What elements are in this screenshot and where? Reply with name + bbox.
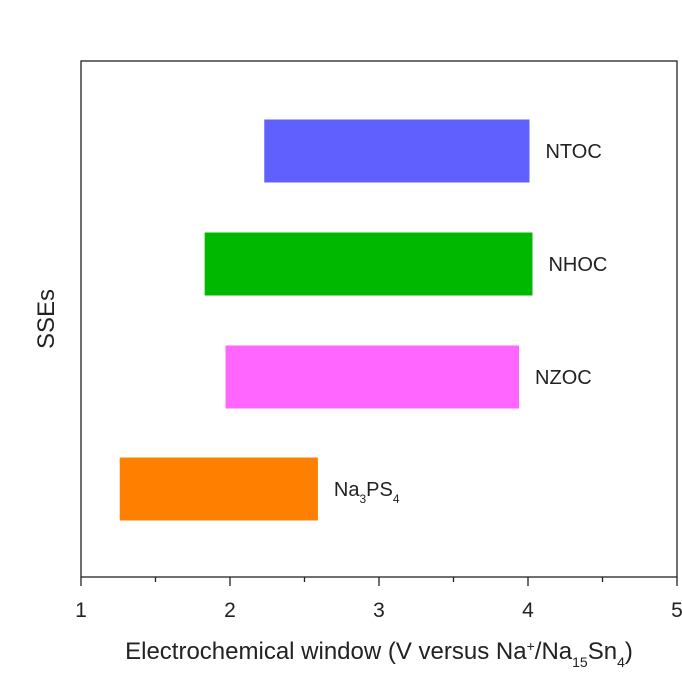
bar-label: NTOC <box>545 141 601 163</box>
x-axis-label-part: 4 <box>617 654 625 670</box>
x-axis-label-part: ) <box>625 638 633 665</box>
x-axis-label-part: /Na <box>535 638 573 665</box>
bar <box>204 232 533 296</box>
x-axis-ticks <box>80 577 678 586</box>
bar-label-part: 3 <box>359 492 366 506</box>
x-axis-label-part: 15 <box>572 654 588 670</box>
x-tick-label: 5 <box>671 599 682 622</box>
bar <box>225 345 520 409</box>
x-axis-label-part: Sn <box>588 638 617 665</box>
bar-label: NHOC <box>548 254 607 276</box>
bar <box>264 119 530 183</box>
x-axis-label: Electrochemical window (V versus Na+/Na1… <box>125 638 633 670</box>
x-axis-label-part: + <box>527 638 535 654</box>
x-tick-label: 2 <box>224 599 236 622</box>
bar-label: NZOC <box>535 367 592 389</box>
x-tick-label: 4 <box>522 599 534 622</box>
x-tick-label: 3 <box>373 599 385 622</box>
bar-label-part: NZOC <box>535 367 592 389</box>
bar-label-part: 4 <box>393 492 400 506</box>
x-tick-label: 1 <box>75 599 87 622</box>
x-axis-tick-labels: 1 2 3 4 5 <box>75 599 682 622</box>
bar-label-part: Na <box>334 479 360 501</box>
bar-label-part: NHOC <box>548 254 607 276</box>
x-axis-label-part: Electrochemical window (V versus Na <box>125 638 527 665</box>
bar-label-part: PS <box>366 479 393 501</box>
bar-labels-group: NTOC NHOC NZOC Na3PS4 <box>334 141 607 506</box>
y-axis-label: SSEs <box>33 289 60 349</box>
bar-label: Na3PS4 <box>334 479 400 506</box>
bars-group <box>119 119 533 521</box>
bar <box>119 457 318 521</box>
bar-label-part: NTOC <box>545 141 601 163</box>
